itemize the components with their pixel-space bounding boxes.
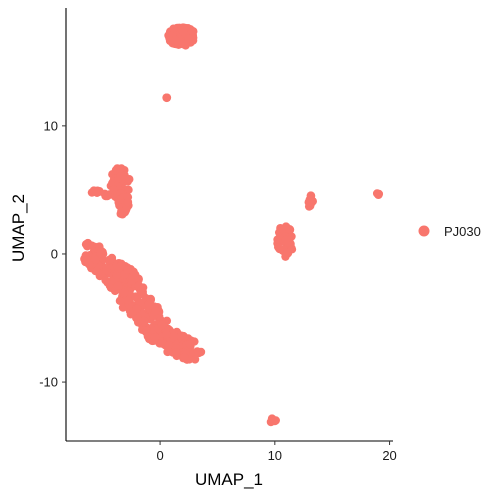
x-tick-label: 0 [156,448,163,463]
data-point [150,333,160,342]
data-point [125,174,134,184]
data-point [115,296,125,306]
data-point [120,288,129,297]
y-axis-title: UMAP_2 [9,194,28,262]
data-point [116,172,125,181]
data-point [123,265,132,275]
data-point [281,235,290,245]
data-point [188,26,197,36]
y-tick-label: 0 [51,246,58,261]
data-point [305,195,314,204]
data-point [133,314,142,324]
data-point [157,320,167,330]
data-point [91,255,100,265]
data-point [162,330,171,339]
legend-label-pj030: PJ030 [444,224,481,239]
data-point [131,270,140,280]
data-point [131,292,140,301]
x-tick-label: 20 [382,448,396,463]
data-point [123,197,133,207]
data-point [113,281,123,290]
x-axis-title: UMAP_1 [195,470,263,489]
data-point [275,244,284,254]
data-point [162,93,171,103]
data-point [372,189,382,198]
data-point [92,266,101,276]
x-tick-label: 10 [268,448,282,463]
data-point [97,246,106,256]
data-point [175,37,184,46]
data-point [287,245,297,254]
data-point [169,332,179,341]
y-tick-label: 10 [44,118,58,133]
data-point [157,338,167,348]
y-ticks: -10 0 10 [39,118,66,390]
legend: PJ030 [418,224,481,239]
data-point [138,283,148,292]
data-point [180,353,189,362]
data-point [143,332,153,341]
points-layer [80,23,384,427]
x-ticks: 0 10 20 [156,441,397,463]
data-point [91,187,100,196]
data-point [123,296,133,305]
data-point [132,304,142,313]
data-point [172,348,181,357]
data-point [82,256,91,265]
data-point [285,225,294,234]
data-point [87,241,96,250]
data-point [103,191,112,200]
data-point [169,24,178,33]
data-point [115,165,125,174]
data-point [101,276,110,285]
data-point [196,347,206,357]
data-point [163,347,172,357]
data-point [184,34,193,43]
data-point [178,27,188,36]
data-point [151,307,160,316]
data-point [139,316,149,326]
data-point [115,262,124,272]
data-point [269,416,279,426]
data-point [146,294,155,304]
data-point [122,204,131,213]
data-point [185,340,195,349]
data-point [164,340,174,350]
y-tick-label: -10 [39,375,58,390]
data-point [165,36,175,46]
data-point [190,355,200,364]
legend-key-pj030 [418,225,430,237]
